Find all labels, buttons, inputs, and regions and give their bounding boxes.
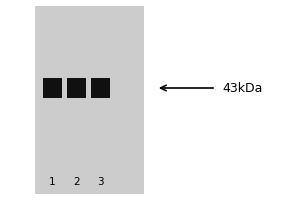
Bar — [43, 78, 62, 98]
Text: 43kDa: 43kDa — [222, 82, 262, 95]
Bar — [34, 6, 144, 194]
Bar — [91, 78, 110, 98]
Text: 2: 2 — [73, 177, 80, 187]
Text: 3: 3 — [97, 177, 104, 187]
Text: 1: 1 — [49, 177, 56, 187]
Bar — [67, 78, 86, 98]
